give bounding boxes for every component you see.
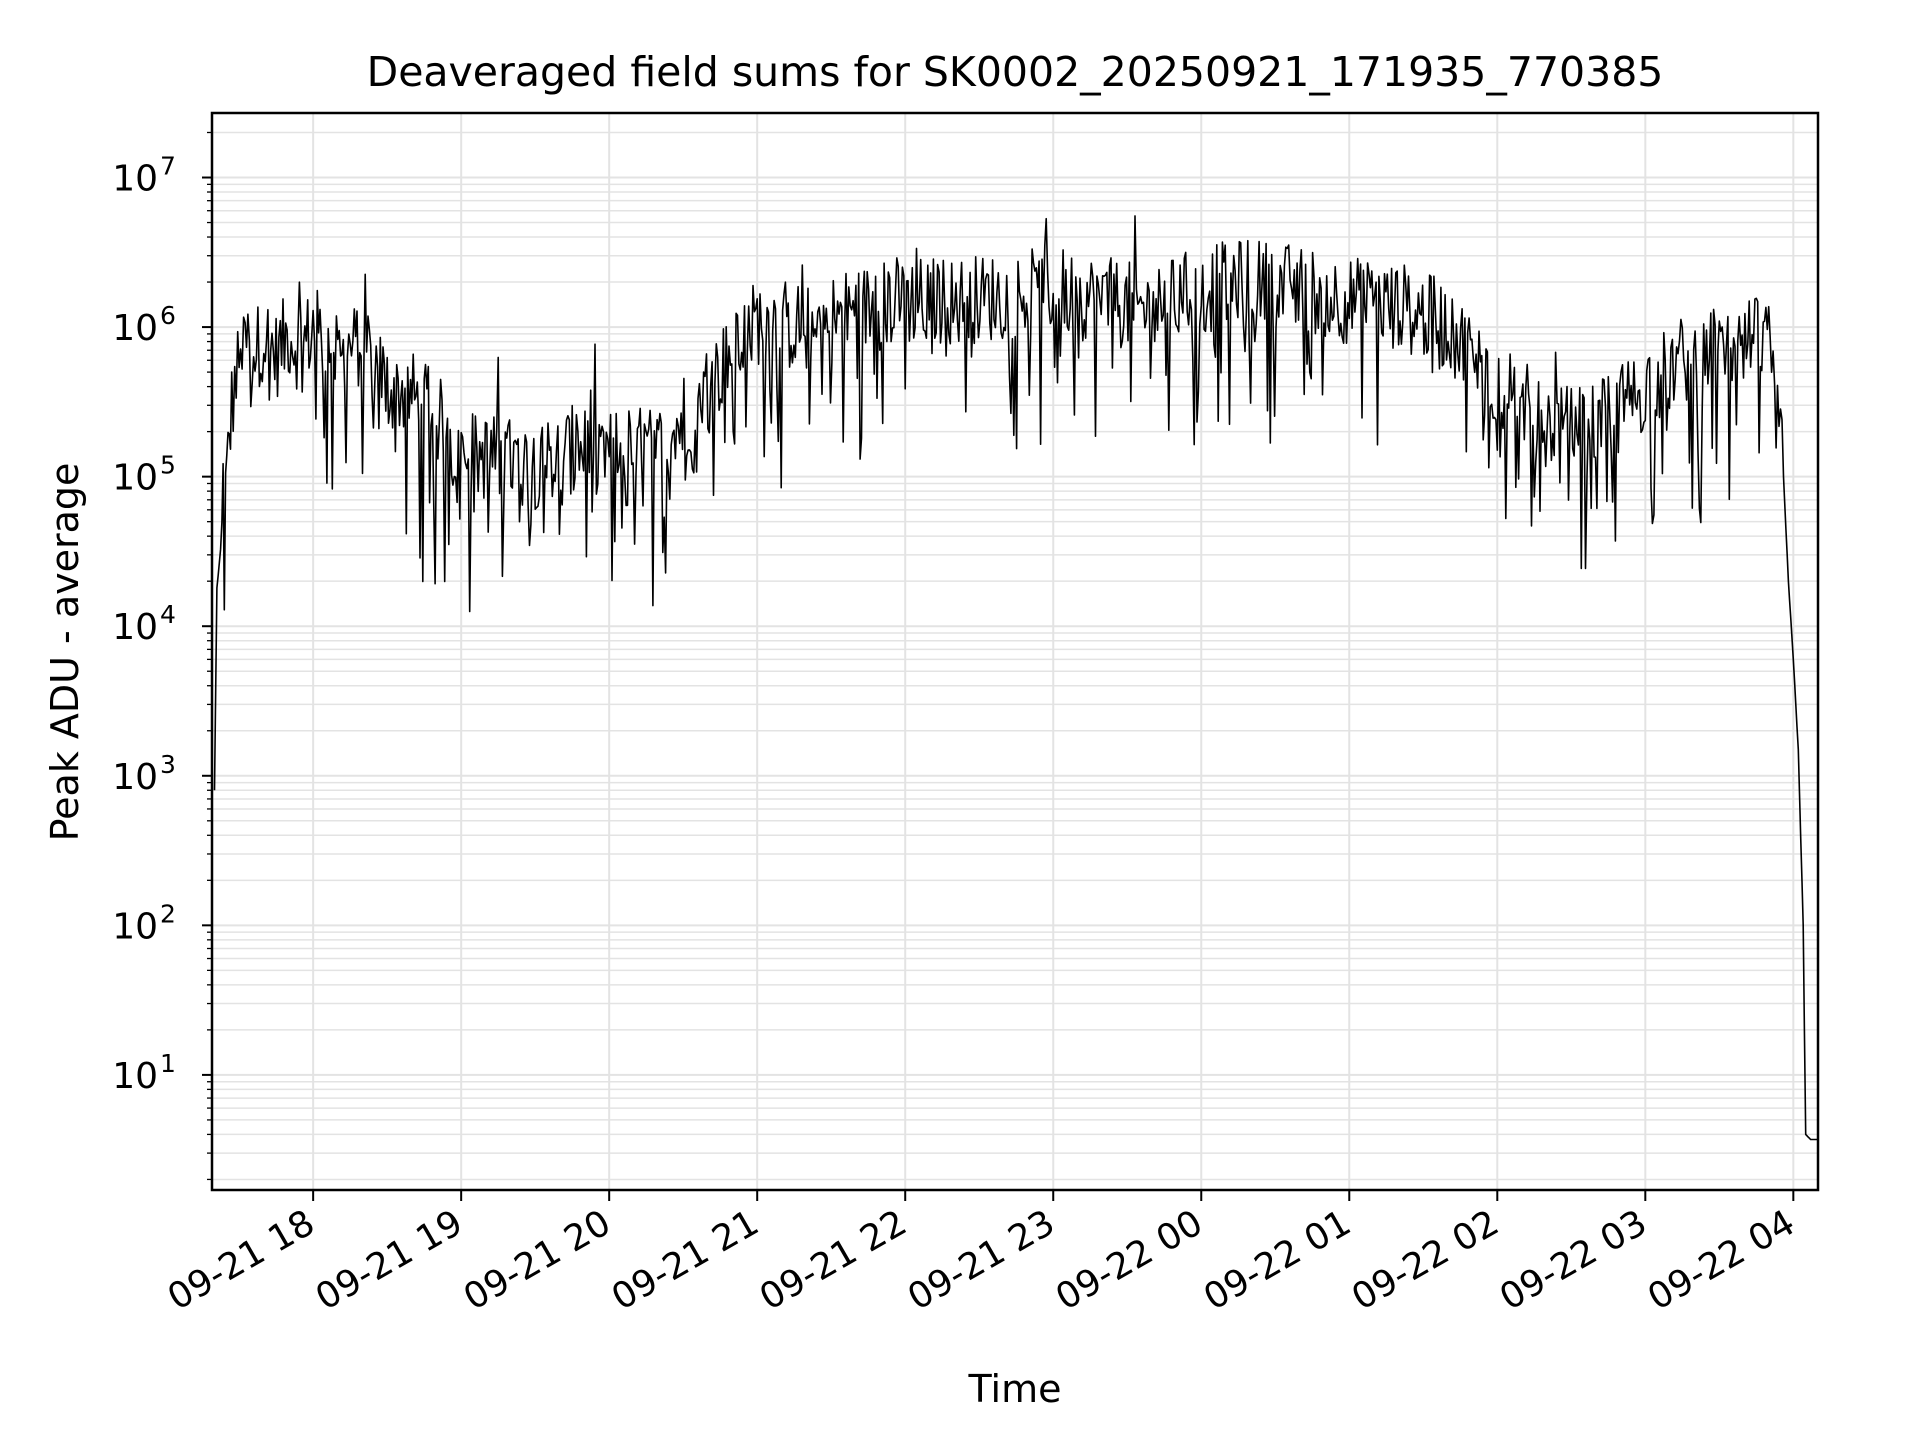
- x-axis-label: Time: [968, 1367, 1062, 1411]
- y-tick-exponent: 4: [160, 600, 176, 629]
- y-axis-label: Peak ADU - average: [43, 463, 87, 842]
- chart-title: Deaveraged field sums for SK0002_2025092…: [367, 48, 1664, 96]
- y-tick-label: 10: [112, 757, 158, 798]
- grid: [212, 113, 1818, 1190]
- y-tick-exponent: 6: [160, 301, 176, 330]
- y-tick-exponent: 5: [160, 451, 176, 480]
- y-tick-label: 10: [112, 1056, 158, 1097]
- y-tick-label: 10: [112, 458, 158, 499]
- y-tick-label: 10: [112, 607, 158, 648]
- y-tick-label: 10: [112, 308, 158, 349]
- y-tick-exponent: 3: [160, 750, 176, 779]
- y-tick-label: 10: [112, 159, 158, 200]
- y-tick-exponent: 7: [160, 152, 176, 181]
- y-tick-exponent: 2: [160, 899, 176, 928]
- plot-frame: [210, 111, 1820, 1192]
- y-tick-exponent: 1: [160, 1049, 176, 1078]
- series-line: [213, 215, 1818, 1141]
- y-tick-label: 10: [112, 906, 158, 947]
